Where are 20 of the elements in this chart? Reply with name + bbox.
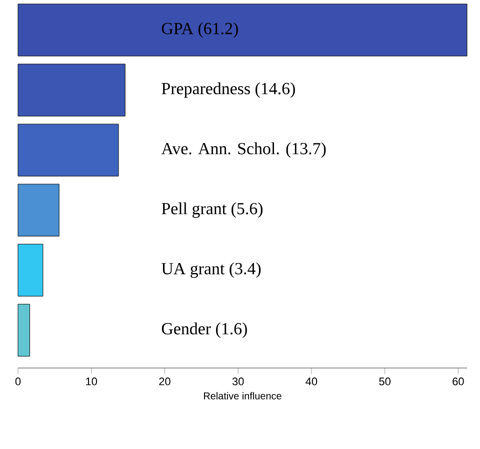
x-tick-label: 0 xyxy=(15,378,21,386)
y-tick-label: Pell grant (5.6) xyxy=(162,202,263,218)
x-axis-title: Relative influence xyxy=(204,392,282,400)
x-tick-label: 40 xyxy=(306,378,318,386)
x-tick-label: 10 xyxy=(86,378,98,386)
bar xyxy=(18,304,30,356)
y-tick-label: GPA (61.2) xyxy=(162,22,238,38)
y-tick-label: Ave. Ann. Schol. (13.7) xyxy=(161,142,326,158)
bar xyxy=(18,64,126,116)
x-tick-label: 30 xyxy=(232,378,244,386)
bar xyxy=(18,4,468,56)
x-tick-label: 50 xyxy=(379,378,390,386)
x-tick-label: 60 xyxy=(452,378,464,386)
y-tick-label: Gender (1.6) xyxy=(162,322,247,338)
bar xyxy=(18,244,44,296)
y-tick-label: UA grant (3.4) xyxy=(162,262,261,278)
y-tick-label: Preparedness (14.6) xyxy=(162,82,295,98)
bar xyxy=(18,124,119,176)
x-tick-label: 20 xyxy=(159,378,170,386)
bar xyxy=(18,184,60,236)
